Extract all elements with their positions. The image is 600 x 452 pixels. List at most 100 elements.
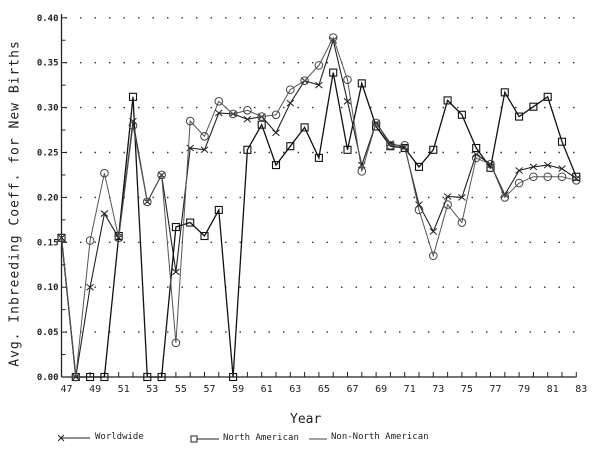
y-tick-label: 0.40 <box>37 14 59 24</box>
square-marker <box>472 143 481 153</box>
square-marker <box>557 137 567 146</box>
circle-marker <box>157 170 166 180</box>
x-tick-label: 65 <box>318 384 330 395</box>
x-marker <box>315 81 323 89</box>
x-tick-label: 67 <box>346 384 358 395</box>
legend-label: Non-North American <box>331 432 429 442</box>
x-marker <box>443 193 452 200</box>
circle-marker <box>85 236 95 245</box>
square-marker <box>529 102 538 111</box>
x-tick-label: 69 <box>375 384 387 395</box>
x-tick-label: 63 <box>289 384 301 395</box>
square-marker <box>515 112 524 121</box>
x-tick-label: 55 <box>175 384 187 395</box>
square-marker <box>243 145 252 154</box>
circle-marker <box>214 97 224 106</box>
square-marker <box>443 96 452 105</box>
circle-marker <box>429 251 438 261</box>
circle-marker <box>500 193 510 202</box>
x-tick-label: 49 <box>89 384 101 395</box>
circle-marker <box>257 112 267 121</box>
x-axis-label: Year <box>290 412 322 427</box>
square-marker <box>143 372 152 382</box>
circle-marker <box>514 178 524 188</box>
circle-marker <box>271 110 281 120</box>
circle-marker <box>100 168 109 178</box>
x-tick-label: 61 <box>261 384 273 395</box>
circle-marker <box>443 200 452 209</box>
legend-label: North American <box>223 433 299 443</box>
square-marker <box>414 162 424 171</box>
x-marker <box>272 129 280 137</box>
legend: Worldwide North American Non-North Ameri… <box>0 432 600 450</box>
circle-marker <box>243 105 252 115</box>
x-tick-label: 75 <box>461 384 473 395</box>
y-tick-label: 0.30 <box>37 104 59 114</box>
y-tick-label: 0.25 <box>37 149 59 159</box>
x-tick-label: 51 <box>118 384 130 395</box>
x-marker <box>458 194 466 201</box>
square-marker <box>300 123 309 132</box>
circle-marker <box>457 218 467 227</box>
circle-marker <box>486 159 495 169</box>
square-marker <box>171 222 180 232</box>
y-axis-label: Avg. Inbreeding Coeff. for New Births <box>7 40 23 367</box>
x-marker <box>543 161 552 169</box>
x-marker <box>529 163 538 171</box>
circle-marker <box>471 153 481 163</box>
legend-item-worldwide: Worldwide <box>58 432 144 442</box>
x-tick-label: 77 <box>489 384 501 395</box>
circle-marker <box>414 205 424 215</box>
y-tick-label: 0.05 <box>37 328 59 338</box>
x-tick-label: 57 <box>203 384 215 395</box>
circle-marker <box>200 132 209 141</box>
square-marker <box>343 145 352 154</box>
x-tick-label: 79 <box>518 384 530 395</box>
circle-marker <box>557 172 567 182</box>
y-tick-label: 0.35 <box>37 59 59 69</box>
square-marker <box>229 372 238 382</box>
x-tick-label: 59 <box>232 384 244 395</box>
x-tick-label: 81 <box>547 384 559 395</box>
square-marker <box>357 79 366 88</box>
line-icon <box>309 438 327 440</box>
circle-marker <box>357 167 367 176</box>
circle-marker <box>286 85 295 94</box>
circle-marker <box>572 176 581 185</box>
circle-marker <box>57 233 66 243</box>
square-marker <box>286 142 295 151</box>
circle-marker <box>343 75 352 85</box>
x-marker <box>343 97 352 105</box>
series-line-non-north-american <box>61 36 577 378</box>
x-marker <box>243 115 252 123</box>
x-marker <box>558 165 566 173</box>
circle-marker <box>400 141 410 150</box>
square-marker <box>128 92 138 101</box>
square-marker <box>86 372 95 382</box>
x-marker <box>386 140 395 147</box>
circle-marker <box>143 197 152 207</box>
y-tick-label: 0.20 <box>37 193 59 203</box>
x-tick-label: 83 <box>575 384 587 395</box>
circle-marker <box>228 109 238 119</box>
square-marker <box>314 153 323 162</box>
square-marker <box>271 161 281 170</box>
x-tick-label: 53 <box>146 384 158 395</box>
x-marker <box>172 268 180 276</box>
legend-item-non-north-american: Non-North American <box>308 432 429 442</box>
square-marker <box>157 372 166 382</box>
x-tick-label: 71 <box>404 384 416 395</box>
x-tick-label: 73 <box>432 384 444 395</box>
square-marker <box>457 110 466 119</box>
circle-marker <box>328 33 338 42</box>
square-marker <box>543 92 552 101</box>
circle-marker <box>114 233 123 243</box>
circle-marker <box>128 121 138 130</box>
square-marker <box>429 145 438 154</box>
square-marker <box>200 231 209 241</box>
x-marker <box>500 191 509 199</box>
x-marker <box>429 228 438 235</box>
square-marker <box>214 205 223 215</box>
circle-marker <box>300 76 309 85</box>
